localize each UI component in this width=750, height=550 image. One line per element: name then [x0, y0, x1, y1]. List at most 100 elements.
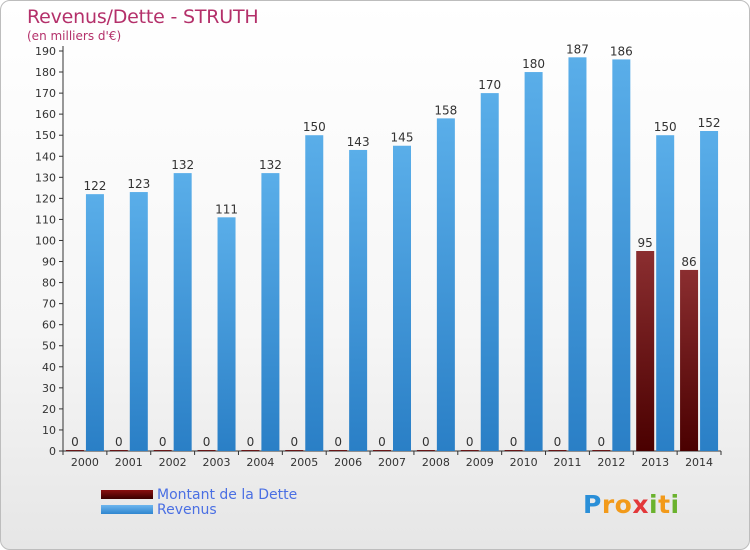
data-label-dette: 0 [115, 435, 123, 449]
x-tick-label: 2004 [246, 456, 274, 469]
bar-dette [460, 450, 479, 451]
legend-swatch-dette [101, 490, 153, 499]
y-tick-label: 170 [35, 87, 56, 100]
chart-title: Revenus/Dette - STRUTH [27, 6, 259, 28]
bar-revenus [436, 118, 455, 452]
bar-dette [504, 450, 523, 451]
x-tick-label: 2001 [115, 456, 143, 469]
bar-dette [636, 251, 655, 451]
legend-label-dette: Montant de la Dette [157, 486, 298, 503]
data-label-dette: 0 [203, 435, 211, 449]
x-tick-label: 2002 [159, 456, 187, 469]
data-label-revenus: 150 [654, 120, 677, 134]
legend: Montant de la Dette Revenus [101, 486, 298, 518]
y-tick-label: 110 [35, 213, 56, 226]
bar-revenus [612, 59, 631, 451]
y-tick-label: 130 [35, 171, 56, 184]
data-label-revenus: 152 [698, 116, 721, 130]
y-tick-label: 10 [42, 424, 56, 437]
logo-letter: x [632, 490, 649, 519]
data-label-dette: 0 [466, 435, 474, 449]
bar-dette [65, 450, 84, 451]
legend-item-dette: Montant de la Dette [101, 486, 298, 503]
y-tick-label: 70 [42, 298, 56, 311]
data-label-revenus: 143 [347, 135, 370, 149]
bar-dette [548, 450, 567, 451]
bar-revenus [85, 194, 104, 451]
data-label-dette: 0 [334, 435, 342, 449]
data-label-revenus: 158 [434, 103, 457, 117]
proxiti-logo: Proxiti [583, 490, 680, 519]
y-tick-label: 60 [42, 319, 56, 332]
bar-revenus [261, 173, 280, 451]
logo-letter: r [601, 490, 615, 519]
x-tick-label: 2000 [71, 456, 99, 469]
x-tick-label: 2006 [334, 456, 362, 469]
x-tick-label: 2014 [685, 456, 713, 469]
x-tick-label: 2003 [203, 456, 231, 469]
bar-dette [416, 450, 435, 451]
y-tick-label: 180 [35, 66, 56, 79]
bar-revenus [217, 217, 236, 451]
bar-dette [197, 450, 216, 451]
data-label-revenus: 111 [215, 202, 238, 216]
y-tick-label: 30 [42, 382, 56, 395]
y-tick-label: 160 [35, 108, 56, 121]
bars-group [65, 57, 719, 452]
y-tick-label: 20 [42, 403, 56, 416]
data-label-revenus: 180 [522, 57, 545, 71]
x-tick-label: 2008 [422, 456, 450, 469]
bar-revenus [349, 149, 368, 451]
data-label-dette: 0 [71, 435, 79, 449]
x-tick-label: 2007 [378, 456, 406, 469]
bar-revenus [173, 173, 192, 451]
bar-dette [592, 450, 611, 451]
x-axis: 2000 2001 2002 2003 2004 2005 2006 2007 2008 2009… [62, 450, 722, 469]
x-tick-label: 2012 [597, 456, 625, 469]
logo-letter: i [670, 490, 680, 519]
data-label-revenus: 150 [303, 120, 326, 134]
y-tick-label: 90 [42, 256, 56, 269]
x-tick-label: 2005 [290, 456, 318, 469]
bar-dette [109, 450, 128, 451]
bar-revenus [480, 93, 499, 452]
bar-dette [329, 450, 348, 451]
data-labels-group: 0 122 0 123 0 132 0 111 0 132 0 150 0 143 0 145 0 158 0 170… [71, 42, 720, 449]
bar-dette [373, 450, 391, 451]
legend-item-revenus: Revenus [101, 502, 297, 518]
bar-revenus [700, 131, 719, 451]
data-label-revenus: 145 [391, 131, 414, 145]
data-label-revenus: 187 [566, 42, 589, 56]
data-label-dette: 0 [378, 435, 386, 449]
data-label-dette: 95 [638, 236, 653, 250]
data-label-dette: 0 [554, 435, 562, 449]
logo-letter: o [614, 490, 633, 519]
bar-dette [153, 450, 172, 451]
y-tick-label: 100 [35, 234, 56, 247]
data-label-dette: 0 [247, 435, 255, 449]
bar-revenus [305, 135, 324, 452]
x-tick-label: 2010 [510, 456, 538, 469]
data-label-revenus: 132 [259, 158, 282, 172]
logo-letter: t [658, 490, 671, 519]
bar-dette [241, 450, 260, 451]
data-label-revenus: 132 [171, 158, 194, 172]
data-label-dette: 0 [422, 435, 430, 449]
bar-revenus [568, 57, 587, 451]
bar-revenus [393, 145, 411, 451]
x-tick-label: 2013 [641, 456, 669, 469]
bar-revenus [129, 192, 148, 452]
data-label-revenus: 186 [610, 44, 633, 58]
legend-swatch-revenus [101, 505, 153, 514]
data-label-dette: 0 [159, 435, 167, 449]
data-label-revenus: 122 [83, 179, 106, 193]
logo-letter: P [583, 490, 602, 519]
data-label-dette: 0 [510, 435, 518, 449]
chart-subtitle: (en milliers d'€) [27, 29, 122, 43]
data-label-dette: 0 [290, 435, 298, 449]
bar-revenus [656, 135, 675, 452]
data-label-revenus: 170 [478, 78, 501, 92]
logo-letter: i [649, 490, 659, 519]
